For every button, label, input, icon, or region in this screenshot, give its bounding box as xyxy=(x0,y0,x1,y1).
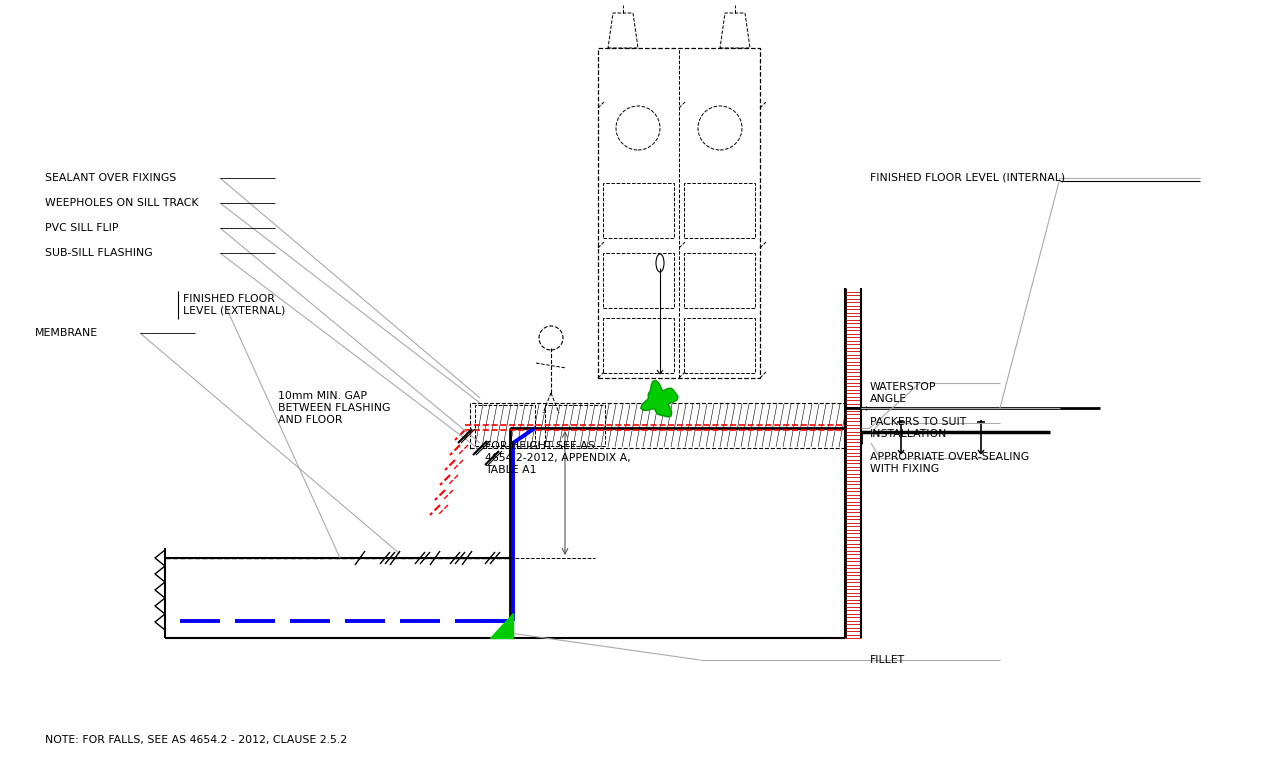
Bar xyxy=(684,318,755,373)
Text: MEMBRANE: MEMBRANE xyxy=(35,328,99,338)
Text: APPROPRIATE OVER-SEALING
WITH FIXING: APPROPRIATE OVER-SEALING WITH FIXING xyxy=(870,452,1029,474)
Bar xyxy=(603,253,674,308)
Polygon shape xyxy=(490,613,513,638)
Text: WATERSTOP
ANGLE: WATERSTOP ANGLE xyxy=(870,382,937,404)
Bar xyxy=(603,183,674,238)
Text: FILLET: FILLET xyxy=(870,655,905,665)
Bar xyxy=(470,403,844,448)
Text: SEALANT OVER FIXINGS: SEALANT OVER FIXINGS xyxy=(46,173,176,183)
Text: FINISHED FLOOR
LEVEL (EXTERNAL): FINISHED FLOOR LEVEL (EXTERNAL) xyxy=(184,294,285,316)
Text: PVC SILL FLIP: PVC SILL FLIP xyxy=(46,223,119,233)
Text: SUB-SILL FLASHING: SUB-SILL FLASHING xyxy=(46,248,153,258)
Text: FOR HEIGHT SEE AS
4654.2-2012, APPENDIX A,
TABLE A1: FOR HEIGHT SEE AS 4654.2-2012, APPENDIX … xyxy=(485,442,630,475)
Polygon shape xyxy=(641,380,679,417)
Text: WEEPHOLES ON SILL TRACK: WEEPHOLES ON SILL TRACK xyxy=(46,198,199,208)
Bar xyxy=(544,405,605,446)
Text: PACKERS TO SUIT
INSTALLATION: PACKERS TO SUIT INSTALLATION xyxy=(870,417,966,439)
Text: NOTE: FOR FALLS, SEE AS 4654.2 - 2012, CLAUSE 2.5.2: NOTE: FOR FALLS, SEE AS 4654.2 - 2012, C… xyxy=(46,735,347,745)
Text: 10mm MIN. GAP
BETWEEN FLASHING
AND FLOOR: 10mm MIN. GAP BETWEEN FLASHING AND FLOOR xyxy=(279,392,390,425)
Text: FINISHED FLOOR LEVEL (INTERNAL): FINISHED FLOOR LEVEL (INTERNAL) xyxy=(870,173,1065,183)
Bar xyxy=(684,183,755,238)
Bar xyxy=(598,48,760,378)
Bar xyxy=(475,405,536,446)
Bar xyxy=(684,253,755,308)
Bar xyxy=(603,318,674,373)
